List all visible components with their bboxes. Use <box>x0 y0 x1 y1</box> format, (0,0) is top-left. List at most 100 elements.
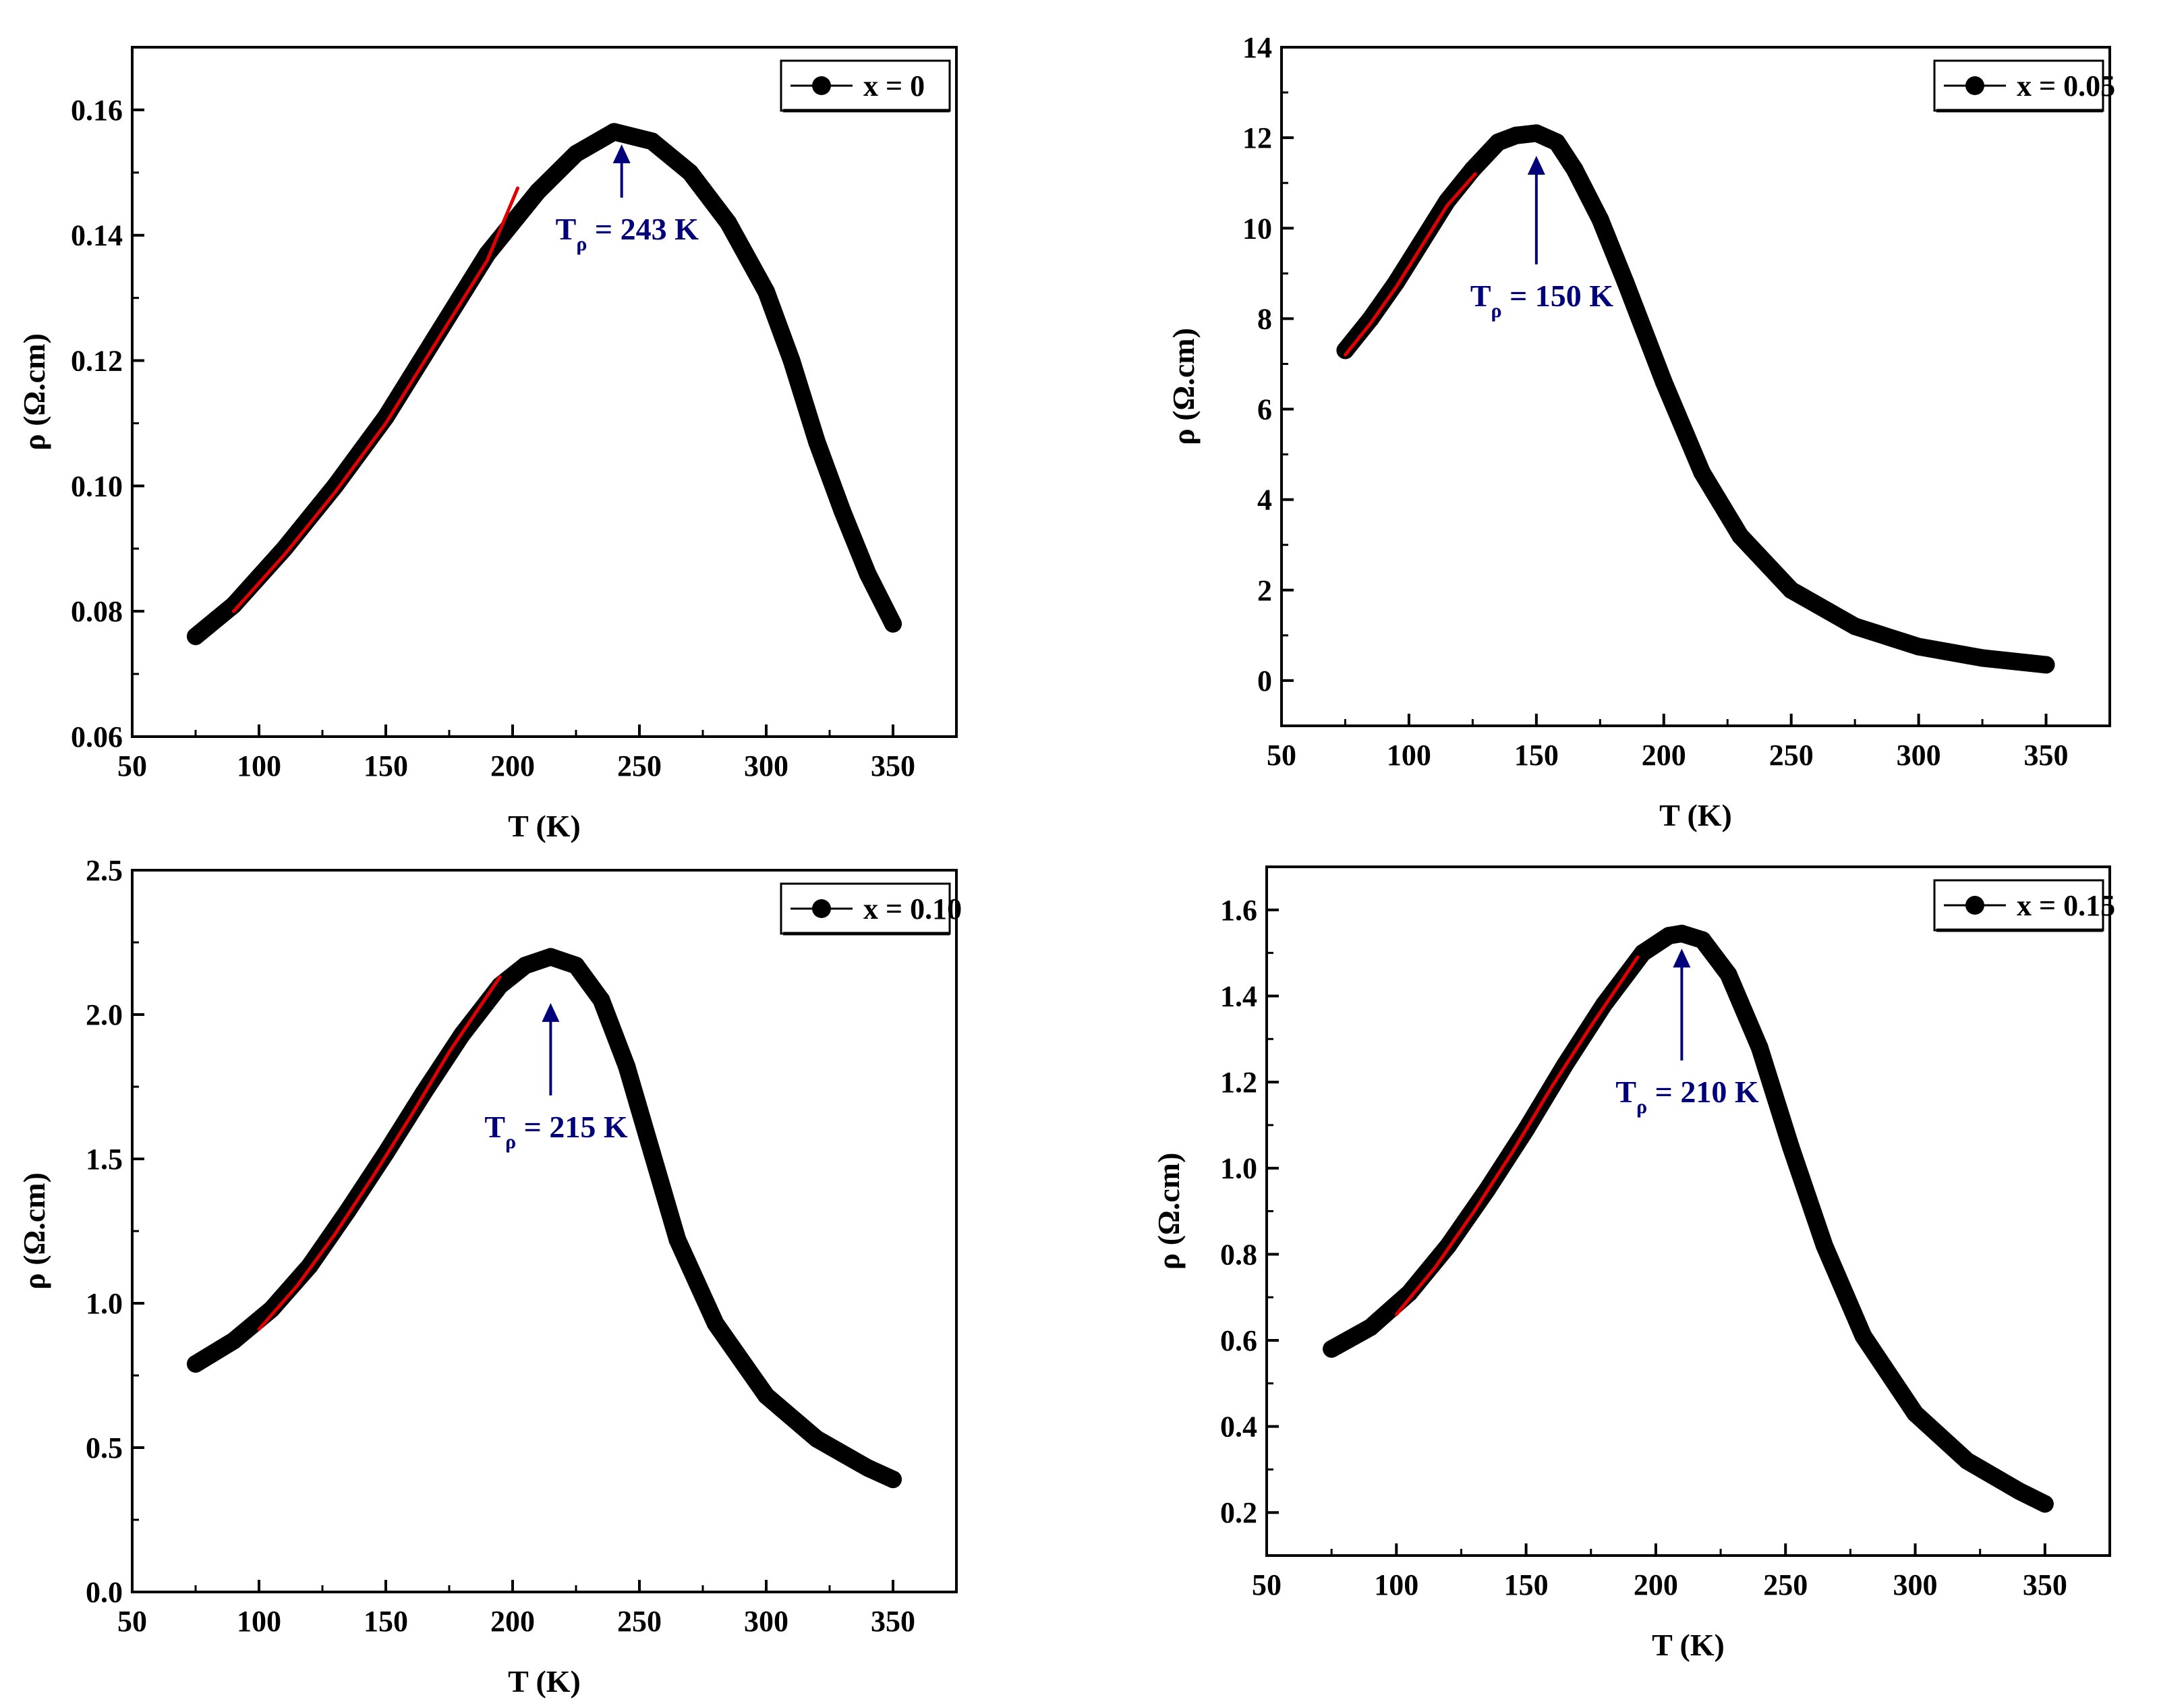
chart-3-ytick-label: 1.5 <box>86 1143 123 1176</box>
chart-2-data-point <box>1438 192 1456 210</box>
chart-1-data-point <box>428 326 446 345</box>
chart-2-data-point <box>1846 617 1864 635</box>
chart-1-xtick-label: 300 <box>744 749 788 782</box>
chart-3-legend-marker <box>812 899 831 918</box>
chart-3-data-point <box>668 1230 687 1249</box>
chart-3-data-point <box>262 1300 281 1318</box>
chart-1-xtick-label: 150 <box>364 749 408 782</box>
chart-2-ytick-label: 6 <box>1257 393 1272 426</box>
chart-3-legend-label: x = 0.10 <box>863 892 962 926</box>
chart-1-data-point <box>225 596 243 614</box>
chart-3-data-point <box>859 1458 877 1477</box>
chart-2-data-point <box>1565 161 1584 179</box>
chart-3-data-point <box>643 1144 661 1162</box>
chart-2-ytick-label: 12 <box>1242 121 1272 154</box>
chart-4-data-point <box>1750 1039 1768 1057</box>
chart-3-data-point <box>808 1430 826 1448</box>
chart-3-xtick-label: 250 <box>617 1605 662 1638</box>
chart-4-data-point <box>1854 1327 1872 1345</box>
chart-4-data-point <box>1673 924 1691 942</box>
chart-1-ytick-label: 0.12 <box>71 345 123 378</box>
chart-2-axes-frame <box>1280 46 2111 727</box>
chart-2-annotation: Tρ = 150 K <box>1470 279 1613 322</box>
chart-1-annotation: Tρ = 243 K <box>556 212 699 255</box>
panel-bottom-left: 50 100 150 200 250 300 350 0.0 0.5 1.0 1.5 2.0 2.5 T … <box>17 854 962 1699</box>
chart-1-ytick-label: 0.14 <box>71 219 123 252</box>
chart-1-annotation-rest: = 243 K <box>587 212 699 246</box>
chart-4-data-point <box>1719 965 1737 984</box>
chart-4-data-point <box>1660 927 1678 945</box>
chart-1-data-point <box>808 433 826 451</box>
chart-2-annotation-rest: = 150 K <box>1502 279 1614 313</box>
chart-2-data-point <box>1909 637 1928 656</box>
chart-1-xtick-label: 50 <box>117 749 147 782</box>
chart-2-data-point <box>1693 463 1711 482</box>
chart-1-annotation-main: T <box>556 212 577 246</box>
chart-3-data-point <box>706 1314 724 1332</box>
chart-4-data-point <box>1323 1340 1341 1358</box>
chart-4-annotation-rest: = 210 K <box>1647 1075 1759 1109</box>
chart-3-data-point <box>618 1058 636 1076</box>
chart-2-annotation-sub: ρ <box>1491 300 1502 322</box>
chart-4-ytick-label: 0.2 <box>1220 1496 1257 1529</box>
chart-2-ytick-label: 10 <box>1242 212 1272 245</box>
chart-2-xtick-label: 150 <box>1514 739 1559 772</box>
chart-2-ylabel: ρ (Ω.cm) <box>1166 328 1201 445</box>
chart-2-ytick-label: 4 <box>1257 484 1272 517</box>
chart-4-legend-marker <box>1965 896 1984 915</box>
chart-2-xtick-label: 350 <box>2024 739 2069 772</box>
chart-4-annotation-main: T <box>1615 1075 1636 1109</box>
chart-4-ytick-label: 0.6 <box>1220 1324 1257 1357</box>
chart-4-annotation: Tρ = 210 K <box>1615 1075 1758 1118</box>
chart-3-ylabel: ρ (Ω.cm) <box>17 1172 51 1290</box>
chart-3-annotation-rest: = 215 K <box>516 1110 628 1144</box>
chart-3-fit-line <box>257 975 502 1331</box>
chart-1-data-point <box>275 540 293 558</box>
chart-1-data-point <box>757 283 775 301</box>
chart-1-xtick-label: 200 <box>490 749 535 782</box>
chart-4-xtick-label: 150 <box>1504 1568 1549 1601</box>
chart-1-data-point <box>567 144 585 163</box>
chart-1-data-point <box>782 351 801 370</box>
chart-3-annotation-main: T <box>484 1110 505 1144</box>
chart-4-data-point <box>1400 1284 1418 1302</box>
chart-1-legend-marker <box>812 76 831 95</box>
chart-1-data-point <box>605 123 623 141</box>
chart-1-data-point <box>187 627 204 646</box>
chart-2-xtick-label: 50 <box>1267 739 1296 772</box>
chart-3-xtick-label: 50 <box>117 1605 147 1638</box>
chart-2-legend-marker <box>1965 76 1984 95</box>
chart-3-data-point <box>516 957 534 975</box>
chart-3-data-point <box>542 948 560 966</box>
chart-3-ytick-label: 2.5 <box>86 854 123 887</box>
chart-2-data-point <box>1974 649 1992 667</box>
chart-2-data-point <box>2037 656 2055 674</box>
chart-3-data-point <box>567 957 585 975</box>
chart-3-data-point <box>225 1332 243 1350</box>
chart-1-fit-line <box>231 186 519 613</box>
chart-4-data-point <box>1906 1404 1924 1423</box>
chart-2-data-point <box>1655 373 1673 391</box>
chart-4-fit-line <box>1394 955 1640 1317</box>
chart-1-axes-frame <box>131 46 958 738</box>
chart-1-annotation-sub: ρ <box>576 233 587 255</box>
chart-2-annotation-main: T <box>1470 279 1491 313</box>
chart-2-data-point <box>1336 341 1354 360</box>
chart-4-xlabel: T (K) <box>1652 1628 1725 1662</box>
chart-4-data-point <box>1361 1318 1379 1336</box>
chart-3-xtick-label: 150 <box>364 1605 408 1638</box>
chart-3-ytick-label: 2.0 <box>86 998 123 1031</box>
chart-4-data-point <box>1694 931 1712 949</box>
chart-2-data-point <box>1617 273 1635 291</box>
chart-1-data-point <box>643 132 661 150</box>
chart-1-data-point <box>681 163 699 181</box>
chart-1-data-point <box>859 565 877 583</box>
chart-1-data-point <box>833 502 851 520</box>
chart-2-data-point <box>1527 124 1545 142</box>
chart-4-data-point <box>1815 1236 1833 1255</box>
chart-4-data-point <box>1781 1137 1800 1156</box>
chart-3-data-point <box>884 1471 902 1489</box>
chart-1-data-point <box>719 214 737 232</box>
chart-4-ytick-label: 1.4 <box>1220 979 1257 1013</box>
